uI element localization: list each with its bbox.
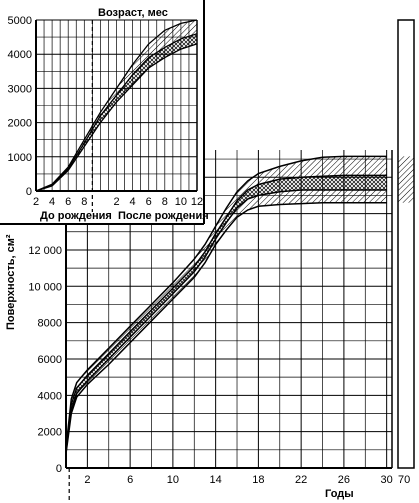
inset-y-tick-label: 4000 bbox=[8, 49, 32, 61]
main-bands bbox=[66, 156, 387, 454]
series-line-0 bbox=[65, 155, 387, 449]
series-line-1 bbox=[65, 174, 387, 450]
inset-x-tick-label: 6 bbox=[65, 196, 71, 208]
x-tick-label: 2 bbox=[84, 474, 90, 486]
inset-y-tick-label: 5000 bbox=[8, 15, 32, 27]
inset-x-tick-label: 2 bbox=[113, 196, 119, 208]
inset-subtitle-after: После рождения bbox=[118, 210, 209, 222]
inset-subtitle-before: До рождения bbox=[40, 210, 112, 222]
inset-title: Возраст, мес bbox=[98, 7, 168, 19]
x-tick-label: 10 bbox=[167, 474, 179, 486]
y-tick-label: 6000 bbox=[38, 354, 62, 366]
main-lines bbox=[65, 155, 387, 454]
x-tick-label: 22 bbox=[295, 474, 307, 486]
y-tick-label: 12 000 bbox=[28, 245, 62, 257]
inset-x-tick-label: 12 bbox=[191, 196, 203, 208]
inset-x-tick-label: 10 bbox=[175, 196, 187, 208]
x-tick-label: 30 bbox=[381, 474, 393, 486]
extra-x-tick-70: 70 bbox=[398, 474, 410, 486]
inset-x-tick-label: 4 bbox=[130, 196, 136, 208]
inset-series-line-0 bbox=[35, 19, 198, 192]
inset-x-tick-label: 4 bbox=[49, 196, 55, 208]
inset-series-line-2 bbox=[35, 43, 198, 192]
inset-x-tick-label: 8 bbox=[81, 196, 87, 208]
y-tick-label: 0 bbox=[56, 463, 62, 475]
inset-x-tick-label: 6 bbox=[146, 196, 152, 208]
inset-y-tick-label: 3000 bbox=[8, 83, 32, 95]
x-tick-label: 26 bbox=[338, 474, 350, 486]
right-strip bbox=[397, 19, 415, 469]
y-tick-label: 10 000 bbox=[28, 281, 62, 293]
series-line-2 bbox=[65, 189, 387, 452]
inset-lines bbox=[35, 19, 198, 192]
inset-x-tick-label: 8 bbox=[162, 196, 168, 208]
strip-frame bbox=[397, 19, 415, 469]
inset-bands bbox=[36, 20, 197, 192]
inset-series-line-1 bbox=[35, 33, 198, 192]
series-line-3 bbox=[65, 201, 387, 454]
inset-band-upper bbox=[36, 20, 197, 191]
x-tick-label: 6 bbox=[127, 474, 133, 486]
inset-y-tick-label: 2000 bbox=[8, 118, 32, 130]
y-tick-label: 4000 bbox=[38, 390, 62, 402]
inset-y-tick-label: 0 bbox=[26, 186, 32, 198]
x-tick-label: 18 bbox=[252, 474, 264, 486]
band-upper bbox=[66, 156, 387, 450]
x-tick-label: 14 bbox=[210, 474, 222, 486]
x-axis-label: Годы bbox=[325, 488, 354, 500]
inset-y-tick-label: 1000 bbox=[8, 152, 32, 164]
y-axis-label: Поверхность, см² bbox=[5, 234, 17, 330]
inset-x-tick-label: 2 bbox=[33, 196, 39, 208]
y-tick-label: 2000 bbox=[38, 427, 62, 439]
y-tick-label: 8000 bbox=[38, 318, 62, 330]
strip-band bbox=[398, 156, 414, 203]
